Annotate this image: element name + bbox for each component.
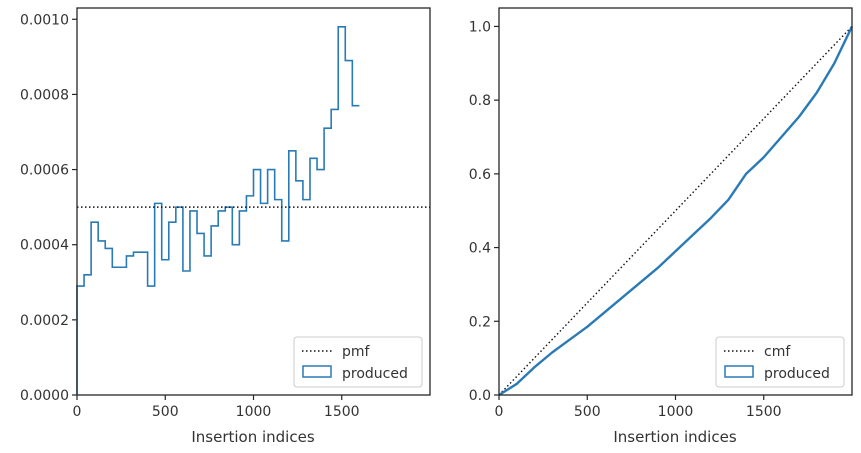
right-x-ticks: 0 500 1000 1500 — [495, 395, 782, 420]
produced-cumulative-curve — [498, 25, 854, 397]
left-y-ticks: 0.0000 0.0002 0.0004 0.0006 0.0008 0.0010 — [20, 12, 77, 404]
right-x-tick-label: 500 — [574, 404, 601, 420]
left-x-axis-label: Insertion indices — [191, 428, 314, 446]
left-x-tick-label: 1500 — [324, 404, 360, 420]
right-plot-area — [498, 25, 854, 397]
left-x-tick-label: 1000 — [236, 404, 272, 420]
left-panel: 0.0000 0.0002 0.0004 0.0006 0.0008 0.0010 0 50… — [20, 7, 431, 446]
left-x-tick-label: 0 — [73, 404, 82, 420]
right-x-tick-label: 0 — [495, 404, 504, 420]
left-x-tick-label: 500 — [152, 404, 179, 420]
left-y-tick-label: 0.0008 — [20, 87, 69, 103]
right-y-tick-label: 0.4 — [469, 241, 491, 257]
left-y-tick-label: 0.0010 — [20, 12, 69, 28]
right-legend-produced-label: produced — [764, 366, 830, 382]
left-y-tick-label: 0.0006 — [20, 163, 69, 179]
left-legend-produced-label: produced — [342, 366, 408, 382]
left-legend-box — [293, 336, 423, 388]
right-axes-frame — [498, 7, 853, 396]
left-legend: pmf produced — [293, 336, 423, 388]
left-x-ticks: 0 500 1000 1500 — [73, 395, 360, 420]
produced-histogram-step — [76, 25, 360, 395]
left-y-tick-label: 0.0004 — [20, 238, 69, 254]
right-y-tick-label: 0.2 — [469, 314, 491, 330]
right-y-tick-label: 0.8 — [469, 93, 491, 109]
left-plot-area — [76, 25, 430, 395]
right-legend-cmf-label: cmf — [764, 344, 791, 360]
right-x-tick-label: 1500 — [746, 404, 782, 420]
right-y-tick-label: 0.6 — [469, 167, 491, 183]
right-panel: 0.0 0.2 0.4 0.6 0.8 1.0 0 500 1000 1500 Insertio… — [469, 7, 854, 446]
right-y-tick-label: 0.0 — [469, 388, 491, 404]
right-y-tick-label: 1.0 — [469, 19, 491, 35]
right-x-tick-label: 1000 — [658, 404, 694, 420]
right-legend-box — [715, 336, 845, 388]
right-y-ticks: 0.0 0.2 0.4 0.6 0.8 1.0 — [469, 19, 499, 404]
left-legend-produced-swatch — [302, 365, 332, 378]
left-y-tick-label: 0.0000 — [20, 388, 69, 404]
left-y-tick-label: 0.0002 — [20, 313, 69, 329]
left-legend-pmf-label: pmf — [342, 344, 371, 360]
cmf-reference-line — [498, 25, 853, 396]
right-legend-produced-swatch — [724, 365, 754, 378]
left-axes-frame — [76, 7, 431, 396]
right-x-axis-label: Insertion indices — [613, 428, 736, 446]
right-legend: cmf produced — [715, 336, 845, 388]
